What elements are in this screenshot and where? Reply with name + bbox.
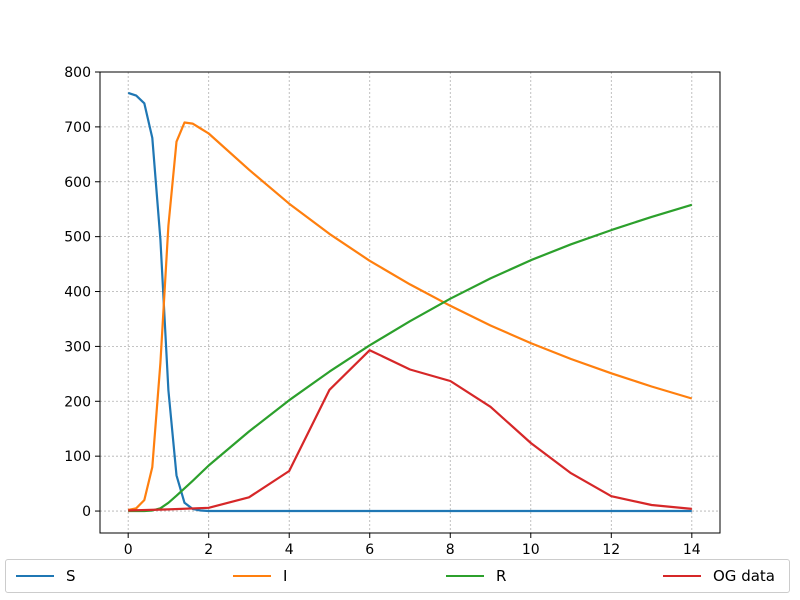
legend-item-og-data: OG data [663,560,775,592]
x-tick-label: 14 [683,542,701,558]
x-tick-label: 8 [446,542,455,558]
series-line-og-data [128,349,692,512]
y-tick-label: 800 [64,65,91,81]
y-tick-label: 400 [64,285,91,301]
legend-swatch-s [16,575,54,577]
legend-label-s: S [66,567,76,585]
legend-item-r: R [446,560,506,592]
axis-ticks: 0 2 4 6 8 10 12 14 0 100 200 300 400 500 600 700 800 [64,65,701,558]
y-tick-label: 700 [64,120,91,136]
plot-frame [99,71,721,534]
y-tick-label: 200 [64,394,91,410]
x-tick-label: 0 [124,542,133,558]
x-tick-label: 2 [204,542,213,558]
legend-swatch-i [233,575,271,577]
y-tick-label: 100 [64,449,91,465]
series-lines [127,91,693,513]
y-tick-label: 0 [82,504,91,520]
y-tick-label: 500 [64,230,91,246]
x-tick-label: 12 [602,542,620,558]
series-line-r [128,203,693,513]
legend-item-s: S [16,560,76,592]
legend-swatch-og-data [663,575,701,577]
series-line-s [127,91,692,513]
grid [100,71,720,533]
series-line-i [127,121,693,511]
legend-label-og-data: OG data [713,567,775,585]
y-tick-label: 300 [64,339,91,355]
legend-label-i: I [283,567,288,585]
legend-swatch-r [446,575,484,577]
y-tick-label: 600 [64,175,91,191]
x-tick-label: 6 [365,542,374,558]
plot-svg: 0 2 4 6 8 10 12 14 0 100 200 300 400 500 600 700 800 [64,65,721,558]
legend: S I R OG data [5,559,790,593]
legend-label-r: R [496,567,507,585]
legend-item-i: I [233,560,287,592]
x-tick-label: 10 [522,542,540,558]
x-tick-label: 4 [285,542,294,558]
